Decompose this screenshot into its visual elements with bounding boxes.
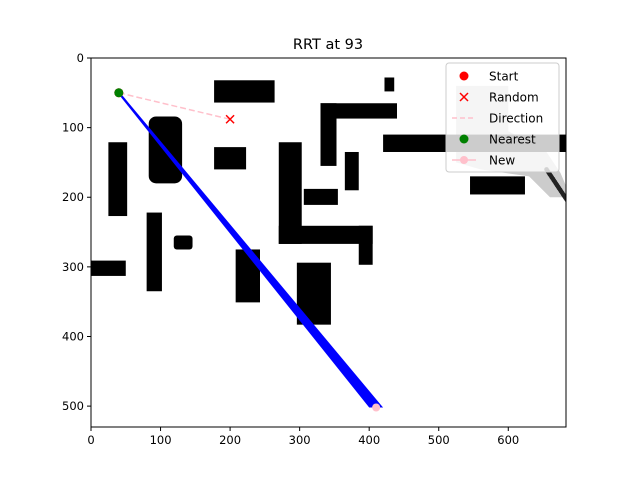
obstacle-1 bbox=[214, 80, 275, 103]
legend-box bbox=[445, 62, 560, 173]
obstacle-10 bbox=[278, 142, 302, 244]
y-tick-label: 200 bbox=[62, 190, 84, 204]
legend-label-nearest: Nearest bbox=[489, 133, 536, 147]
nearest-point bbox=[114, 88, 124, 98]
x-tick-label: 600 bbox=[497, 433, 519, 447]
obstacle-4 bbox=[320, 103, 337, 166]
tree-path bbox=[117, 92, 384, 408]
obstacle-9 bbox=[108, 142, 128, 217]
x-tick-label: 400 bbox=[358, 433, 380, 447]
x-tick-label: 300 bbox=[289, 433, 311, 447]
random-point bbox=[225, 114, 235, 124]
legend-swatch-new bbox=[460, 156, 468, 164]
obstacle-7 bbox=[303, 188, 338, 205]
obstacle-12 bbox=[358, 225, 373, 265]
obstacle-6 bbox=[344, 151, 359, 191]
explored-trail bbox=[544, 167, 566, 203]
y-tick-label: 400 bbox=[62, 329, 84, 343]
obstacle-rounded-2 bbox=[173, 235, 193, 250]
obstacle-14 bbox=[91, 260, 126, 276]
legend-label-random: Random bbox=[489, 91, 539, 105]
obstacle-8 bbox=[214, 147, 247, 170]
x-tick-label: 0 bbox=[87, 433, 94, 447]
legend-label-new: New bbox=[489, 154, 515, 168]
chart-title: RRT at 93 bbox=[293, 37, 363, 53]
x-tick-label: 500 bbox=[428, 433, 450, 447]
legend-label-start: Start bbox=[489, 70, 519, 84]
x-tick-label: 100 bbox=[150, 433, 172, 447]
obstacle-11 bbox=[278, 225, 373, 244]
obstacle-3 bbox=[320, 103, 398, 119]
obstacle-13 bbox=[146, 212, 162, 292]
y-tick-label: 0 bbox=[77, 51, 84, 65]
legend-swatch-nearest bbox=[459, 134, 469, 144]
legend-swatch-start bbox=[459, 71, 469, 81]
direction-line bbox=[118, 92, 231, 120]
obstacle-17 bbox=[470, 176, 525, 195]
plot-frame bbox=[90, 57, 567, 428]
x-tick-label: 200 bbox=[219, 433, 241, 447]
legend-swatch-random bbox=[459, 92, 469, 102]
obstacle-2 bbox=[384, 77, 395, 92]
new-point bbox=[372, 403, 381, 412]
legend-label-direction: Direction bbox=[489, 112, 543, 126]
y-tick-label: 500 bbox=[62, 399, 84, 413]
y-tick-label: 300 bbox=[62, 260, 84, 274]
y-tick-label: 100 bbox=[62, 121, 84, 135]
